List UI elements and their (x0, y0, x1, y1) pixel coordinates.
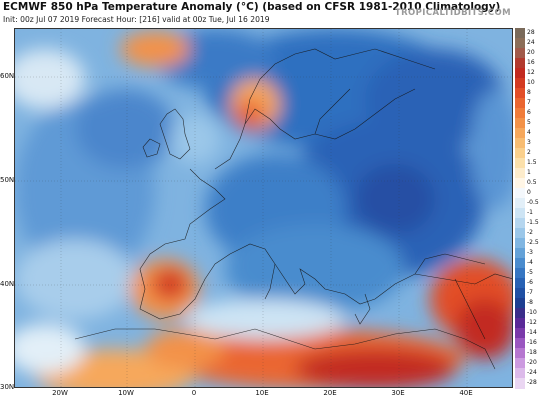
lon-label-10e: 10E (255, 389, 269, 397)
colorbar-swatch (515, 198, 525, 209)
colorbar-label: -8 (527, 299, 533, 306)
colorbar-label: -14 (527, 329, 537, 336)
colorbar-swatch (515, 128, 525, 139)
colorbar-swatch (515, 178, 525, 189)
anomaly-map (14, 28, 513, 388)
colorbar-label: 8 (527, 89, 531, 96)
colorbar-swatch (515, 288, 525, 299)
colorbar-swatch (515, 188, 525, 199)
colorbar-label: 7 (527, 99, 531, 106)
colorbar-swatch (515, 118, 525, 129)
colorbar-label: 2 (527, 149, 531, 156)
colorbar-swatch (515, 228, 525, 239)
colorbar-label: -5 (527, 269, 533, 276)
colorbar-legend: 28 24 20 16 12 10 8 7 6 5 4 3 2 1.5 1 0.5 0 -0.5 -1 -1.5 -2 -… (515, 28, 541, 389)
colorbar-swatch (515, 68, 525, 79)
colorbar-label: -1 (527, 209, 533, 216)
colorbar-swatch (515, 378, 525, 389)
colorbar-swatch (515, 168, 525, 179)
colorbar-label: 6 (527, 109, 531, 116)
colorbar-label: -20 (527, 359, 537, 366)
colorbar-label: 1 (527, 169, 531, 176)
colorbar-swatch (515, 218, 525, 229)
colorbar-swatch (515, 108, 525, 119)
colorbar-swatch (515, 368, 525, 379)
colorbar-label: -0.5 (527, 199, 539, 206)
lon-label-10w: 10W (118, 389, 134, 397)
colorbar-label: -3 (527, 249, 533, 256)
map-subtitle: Init: 00z Jul 07 2019 Forecast Hour: [21… (3, 15, 270, 24)
anomaly-field (15, 29, 512, 387)
colorbar-label: -7 (527, 289, 533, 296)
colorbar-label: -4 (527, 259, 533, 266)
colorbar-label: 5 (527, 119, 531, 126)
colorbar-label: -16 (527, 339, 537, 346)
lon-label-30e: 30E (391, 389, 405, 397)
colorbar-swatch (515, 238, 525, 249)
colorbar-swatch (515, 298, 525, 309)
colorbar-swatch (515, 28, 525, 39)
lon-label-40e: 40E (459, 389, 473, 397)
colorbar-swatch (515, 318, 525, 329)
map-title: ECMWF 850 hPa Temperature Anomaly (°C) (… (3, 1, 501, 13)
lat-label-50n: 50N (0, 176, 15, 184)
colorbar-label: -28 (527, 379, 537, 386)
colorbar-swatch (515, 328, 525, 339)
colorbar-label: 1.5 (527, 159, 537, 166)
colorbar-swatch (515, 38, 525, 49)
header: ECMWF 850 hPa Temperature Anomaly (°C) (… (0, 0, 541, 28)
brand-watermark: TROPICALTIDBITS.COM (394, 8, 511, 18)
colorbar-label: -1.5 (527, 219, 539, 226)
lat-label-30n: 30N (0, 383, 15, 391)
colorbar-swatch (515, 338, 525, 349)
colorbar-swatch (515, 138, 525, 149)
lat-label-60n: 60N (0, 72, 15, 80)
colorbar-swatch (515, 148, 525, 159)
lon-label-20w: 20W (52, 389, 68, 397)
colorbar-swatch (515, 208, 525, 219)
colorbar-label: 24 (527, 39, 535, 46)
colorbar-swatch (515, 258, 525, 269)
colorbar-swatch (515, 48, 525, 59)
colorbar-label: 16 (527, 59, 535, 66)
colorbar-swatch (515, 248, 525, 259)
colorbar-swatch (515, 98, 525, 109)
colorbar-label: -10 (527, 309, 537, 316)
colorbar-label: 10 (527, 79, 535, 86)
colorbar-label: -18 (527, 349, 537, 356)
lat-label-40n: 40N (0, 280, 15, 288)
colorbar-swatch (515, 88, 525, 99)
colorbar-swatch (515, 58, 525, 69)
colorbar-label: 12 (527, 69, 535, 76)
colorbar-label: -12 (527, 319, 537, 326)
colorbar-label: -24 (527, 369, 537, 376)
colorbar-swatch (515, 158, 525, 169)
colorbar-label: 4 (527, 129, 531, 136)
lon-label-0: 0 (191, 389, 197, 397)
colorbar-label: -2.5 (527, 239, 539, 246)
colorbar-label: 0.5 (527, 179, 537, 186)
colorbar-swatch (515, 78, 525, 89)
colorbar-swatch (515, 358, 525, 369)
colorbar-label: -6 (527, 279, 533, 286)
colorbar-swatch (515, 348, 525, 359)
colorbar-label: -2 (527, 229, 533, 236)
lon-label-20e: 20E (323, 389, 337, 397)
colorbar-swatch (515, 278, 525, 289)
colorbar-label: 28 (527, 29, 535, 36)
colorbar-label: 3 (527, 139, 531, 146)
colorbar-swatch (515, 308, 525, 319)
colorbar-label: 20 (527, 49, 535, 56)
colorbar-label: 0 (527, 189, 531, 196)
colorbar-swatch (515, 268, 525, 279)
